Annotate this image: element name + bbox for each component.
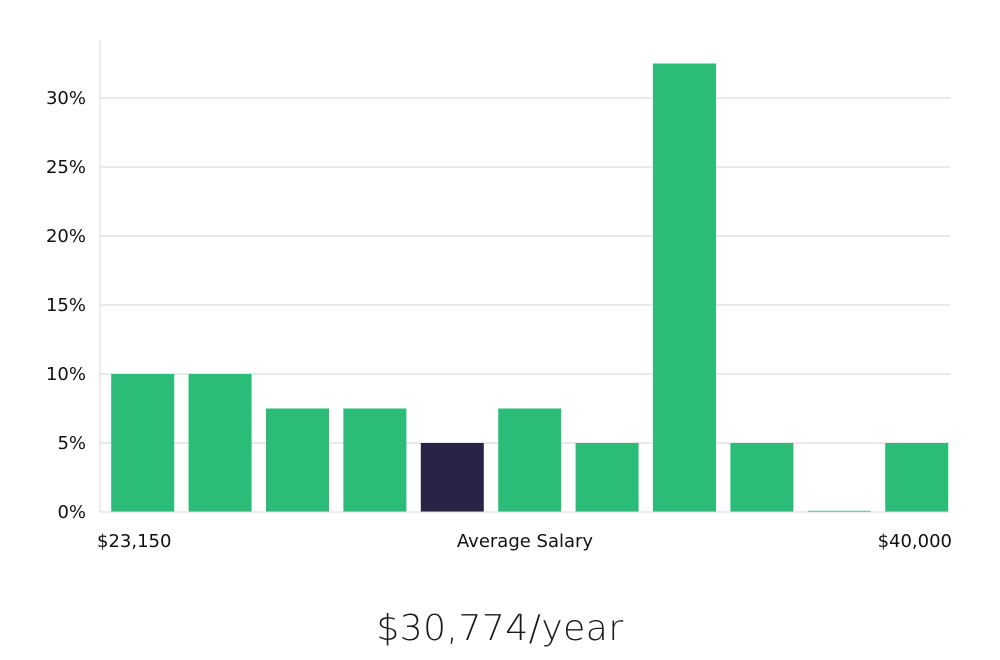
y-tick-label: 0%: [57, 502, 86, 523]
y-tick-label: 20%: [46, 226, 86, 247]
y-axis-ticks: 0% 5% 10% 15% 20% 25% 30%: [46, 88, 86, 523]
highlighted-salary-bar: [420, 443, 484, 512]
salary-bar: [498, 408, 562, 512]
salary-bar: [653, 63, 716, 512]
y-tick-label: 10%: [46, 364, 86, 385]
salary-bar: [885, 443, 949, 512]
x-axis-title: Average Salary: [457, 531, 594, 552]
salary-bar: [266, 408, 329, 512]
y-tick-label: 30%: [46, 88, 86, 109]
salary-bar: [807, 510, 871, 512]
x-axis-min-label: $23,150: [97, 531, 171, 552]
average-salary-value: $30,774/year: [376, 608, 624, 649]
salary-bar: [188, 374, 252, 512]
bars: [111, 63, 949, 512]
salary-bar: [343, 408, 407, 512]
salary-bar: [111, 374, 175, 512]
x-axis-max-label: $40,000: [878, 531, 952, 552]
y-tick-label: 15%: [46, 295, 86, 316]
y-tick-label: 25%: [46, 157, 86, 178]
salary-bar: [730, 443, 794, 512]
y-tick-label: 5%: [57, 433, 86, 454]
salary-bar: [575, 443, 639, 512]
